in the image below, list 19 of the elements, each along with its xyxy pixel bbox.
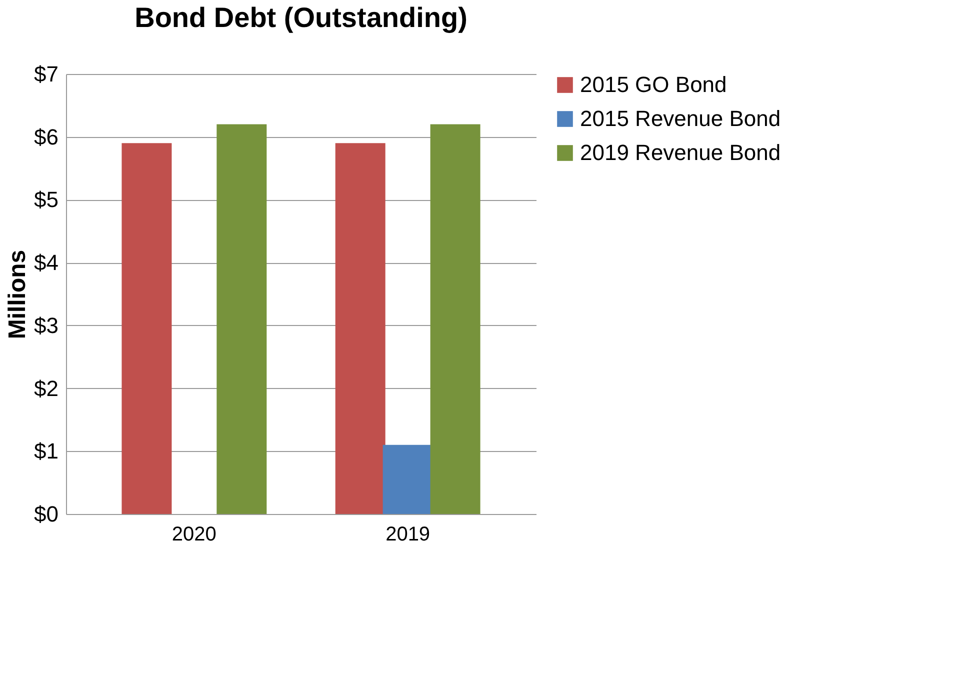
y-tick-label: $0: [34, 502, 58, 526]
x-tick-label: 2019: [386, 524, 430, 546]
bar: [430, 124, 480, 514]
y-tick-label: $4: [34, 250, 58, 276]
y-tick-label: $5: [34, 187, 58, 212]
chart-title: Bond Debt (Outstanding): [134, 2, 468, 33]
bar: [216, 124, 267, 514]
y-tick-label: $1: [34, 438, 58, 464]
y-tick-label: $3: [34, 312, 58, 338]
x-tick-label: 2020: [172, 524, 216, 546]
bar: [335, 143, 386, 514]
legend-label: 2015 GO Bond: [580, 72, 727, 97]
legend-label: 2015 Revenue Bond: [580, 106, 781, 131]
y-tick-label: $7: [34, 62, 58, 86]
y-tick-label: $2: [34, 376, 58, 401]
bar: [122, 143, 172, 514]
legend-label: 2019 Revenue Bond: [580, 140, 781, 165]
y-tick-label: $6: [34, 124, 58, 150]
y-axis-title: Millions: [4, 250, 32, 340]
